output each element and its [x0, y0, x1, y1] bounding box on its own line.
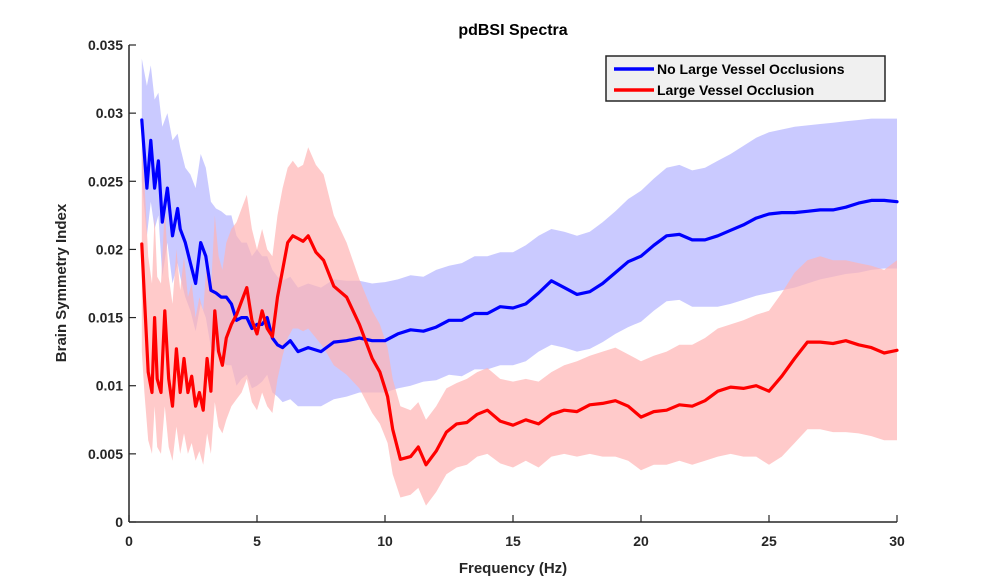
- series-line-lvo: [140, 234, 899, 467]
- y-tick-label: 0.025: [88, 173, 123, 189]
- x-tick-label: 20: [633, 533, 649, 549]
- legend-label-lvo: Large Vessel Occlusion: [657, 82, 814, 98]
- axes: 0 5 10 15 20 25 30 0 0.005 0.01 0.015 0.02 0.025 0.03…: [88, 37, 905, 549]
- x-tick-label: 15: [505, 533, 521, 549]
- x-tick-label: 0: [125, 533, 133, 549]
- x-axis-label: Frequency (Hz): [459, 560, 567, 577]
- legend: No Large Vessel Occlusions Large Vessel …: [605, 55, 886, 102]
- y-tick-label: 0.015: [88, 310, 123, 326]
- legend-box: [605, 55, 886, 102]
- y-tick-label: 0.03: [96, 105, 123, 121]
- x-tick-label: 5: [253, 533, 261, 549]
- y-tick-label: 0: [115, 514, 123, 530]
- chart-title: pdBSI Spectra: [458, 22, 567, 39]
- series-lines: [140, 118, 899, 467]
- x-tick-label: 30: [889, 533, 905, 549]
- y-tick-label: 0.005: [88, 446, 123, 462]
- x-tick-label: 10: [377, 533, 393, 549]
- x-tick-label: 25: [761, 533, 777, 549]
- series-line-no-lvo: [140, 118, 899, 354]
- y-axis-label: Brain Symmetry Index: [53, 203, 70, 362]
- y-tick-label: 0.01: [96, 378, 123, 394]
- confidence-bands: [141, 58, 898, 506]
- y-tick-label: 0.02: [96, 241, 123, 257]
- y-tick-label: 0.035: [88, 37, 123, 53]
- band-lvo: [141, 147, 898, 506]
- legend-label-no-lvo: No Large Vessel Occlusions: [657, 61, 845, 77]
